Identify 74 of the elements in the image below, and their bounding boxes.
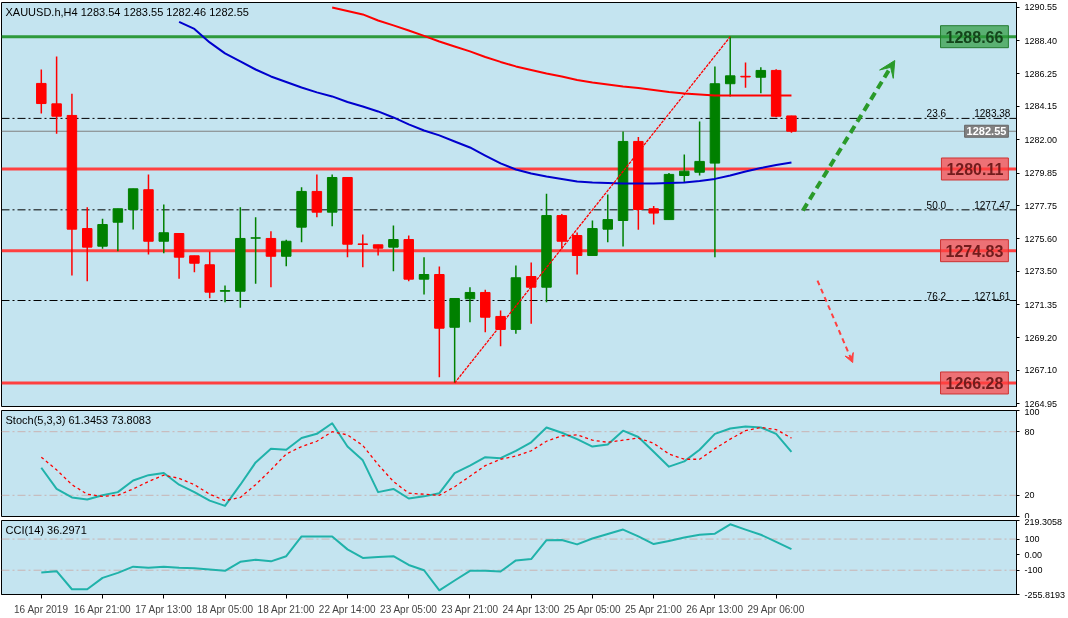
y-tick-label: 1275.60 bbox=[1024, 233, 1058, 244]
chart-title: CCI(14) 36.2971 bbox=[5, 523, 87, 536]
candlestick bbox=[679, 153, 690, 183]
y-tick-label: -100 bbox=[1024, 565, 1043, 576]
y-tick-label: 1286.25 bbox=[1024, 68, 1058, 79]
x-tick-label: 29 Apr 06:00 bbox=[747, 603, 805, 615]
candlestick bbox=[250, 216, 261, 285]
ref-line-label: 1266.28 bbox=[945, 374, 1004, 392]
x-tick-label: 22 Apr 14:00 bbox=[318, 603, 377, 615]
y-tick-label: 1282.00 bbox=[1024, 134, 1058, 145]
x-tick-label: 24 Apr 13:00 bbox=[502, 603, 560, 615]
x-tick-label: 23 Apr 21:00 bbox=[441, 603, 499, 615]
candlestick bbox=[219, 284, 231, 303]
y-tick-label: 80 bbox=[1024, 426, 1035, 437]
ref-line-label: 1277.47 bbox=[974, 199, 1011, 211]
candlestick bbox=[265, 230, 277, 288]
x-tick-label: 23 Apr 05:00 bbox=[380, 603, 438, 615]
candlestick bbox=[694, 120, 705, 177]
y-tick-label: 1284.15 bbox=[1024, 101, 1058, 112]
annotation: 76.2 bbox=[926, 290, 947, 302]
y-tick-label: 20 bbox=[1024, 490, 1035, 501]
candlestick bbox=[525, 261, 537, 325]
line-series bbox=[178, 20, 793, 185]
x-tick-label: 25 Apr 21:00 bbox=[625, 603, 683, 615]
ref-line-label: 1288.66 bbox=[945, 28, 1004, 46]
annotation: 23.6 bbox=[926, 108, 947, 120]
candlestick bbox=[388, 224, 399, 273]
candlestick bbox=[97, 218, 108, 250]
ref-line-label: 1274.83 bbox=[945, 242, 1004, 260]
y-tick-label: 100 bbox=[1024, 406, 1040, 417]
y-tick-label: 1279.85 bbox=[1024, 168, 1058, 179]
candlestick bbox=[464, 286, 476, 323]
y-tick-label: 1277.75 bbox=[1024, 200, 1058, 211]
x-tick-label: 16 Apr 21:00 bbox=[73, 603, 132, 615]
candlestick bbox=[357, 233, 369, 268]
candlestick bbox=[36, 68, 47, 115]
y-tick-label: 1288.40 bbox=[1024, 35, 1058, 46]
x-tick-label: 16 Apr 2019 bbox=[14, 603, 69, 615]
y-tick-label: 1273.50 bbox=[1024, 266, 1058, 277]
candlestick bbox=[571, 231, 583, 276]
candlestick bbox=[740, 61, 751, 89]
x-tick-label: 18 Apr 05:00 bbox=[196, 603, 254, 615]
candlestick bbox=[648, 205, 659, 226]
chart-title: XAUUSD.h,H4 1283.54 1283.55 1282.46 1282.55 bbox=[5, 5, 249, 18]
y-tick-label: 1290.55 bbox=[1024, 2, 1058, 13]
x-tick-label: 18 Apr 21:00 bbox=[257, 603, 315, 615]
candlestick bbox=[418, 256, 430, 296]
candlestick bbox=[311, 173, 323, 219]
ref-line-label: 1282.55 bbox=[966, 125, 1007, 138]
candlestick bbox=[81, 206, 93, 282]
y-tick-label: 0.00 bbox=[1024, 549, 1043, 560]
candlestick bbox=[602, 193, 613, 243]
candlestick bbox=[127, 188, 139, 231]
y-tick-label: 1269.20 bbox=[1024, 332, 1058, 343]
candlestick bbox=[755, 66, 767, 94]
ref-line-label: 1271.61 bbox=[974, 290, 1011, 302]
x-tick-label: 17 Apr 13:00 bbox=[135, 603, 193, 615]
y-tick-label: 1264.95 bbox=[1024, 398, 1058, 409]
candlestick bbox=[281, 239, 292, 267]
candlestick bbox=[51, 55, 62, 135]
x-tick-label: 26 Apr 13:00 bbox=[686, 603, 744, 615]
candlestick bbox=[158, 203, 170, 254]
candlestick bbox=[495, 309, 506, 347]
ref-line-label: 1283.38 bbox=[974, 108, 1011, 120]
candlestick bbox=[112, 208, 124, 252]
candlestick bbox=[173, 232, 185, 280]
annotation: 50.0 bbox=[926, 199, 947, 211]
y-tick-label: 1267.10 bbox=[1024, 365, 1058, 376]
y-tick-label: 1271.35 bbox=[1024, 299, 1058, 310]
y-tick-label: -255.8193 bbox=[1024, 589, 1066, 600]
x-tick-label: 25 Apr 05:00 bbox=[563, 603, 621, 615]
chart-title: Stoch(5,3,3) 61.3453 73.8083 bbox=[5, 413, 152, 426]
ref-line-label: 1280.11 bbox=[946, 160, 1004, 178]
y-tick-label: 100 bbox=[1024, 534, 1040, 545]
